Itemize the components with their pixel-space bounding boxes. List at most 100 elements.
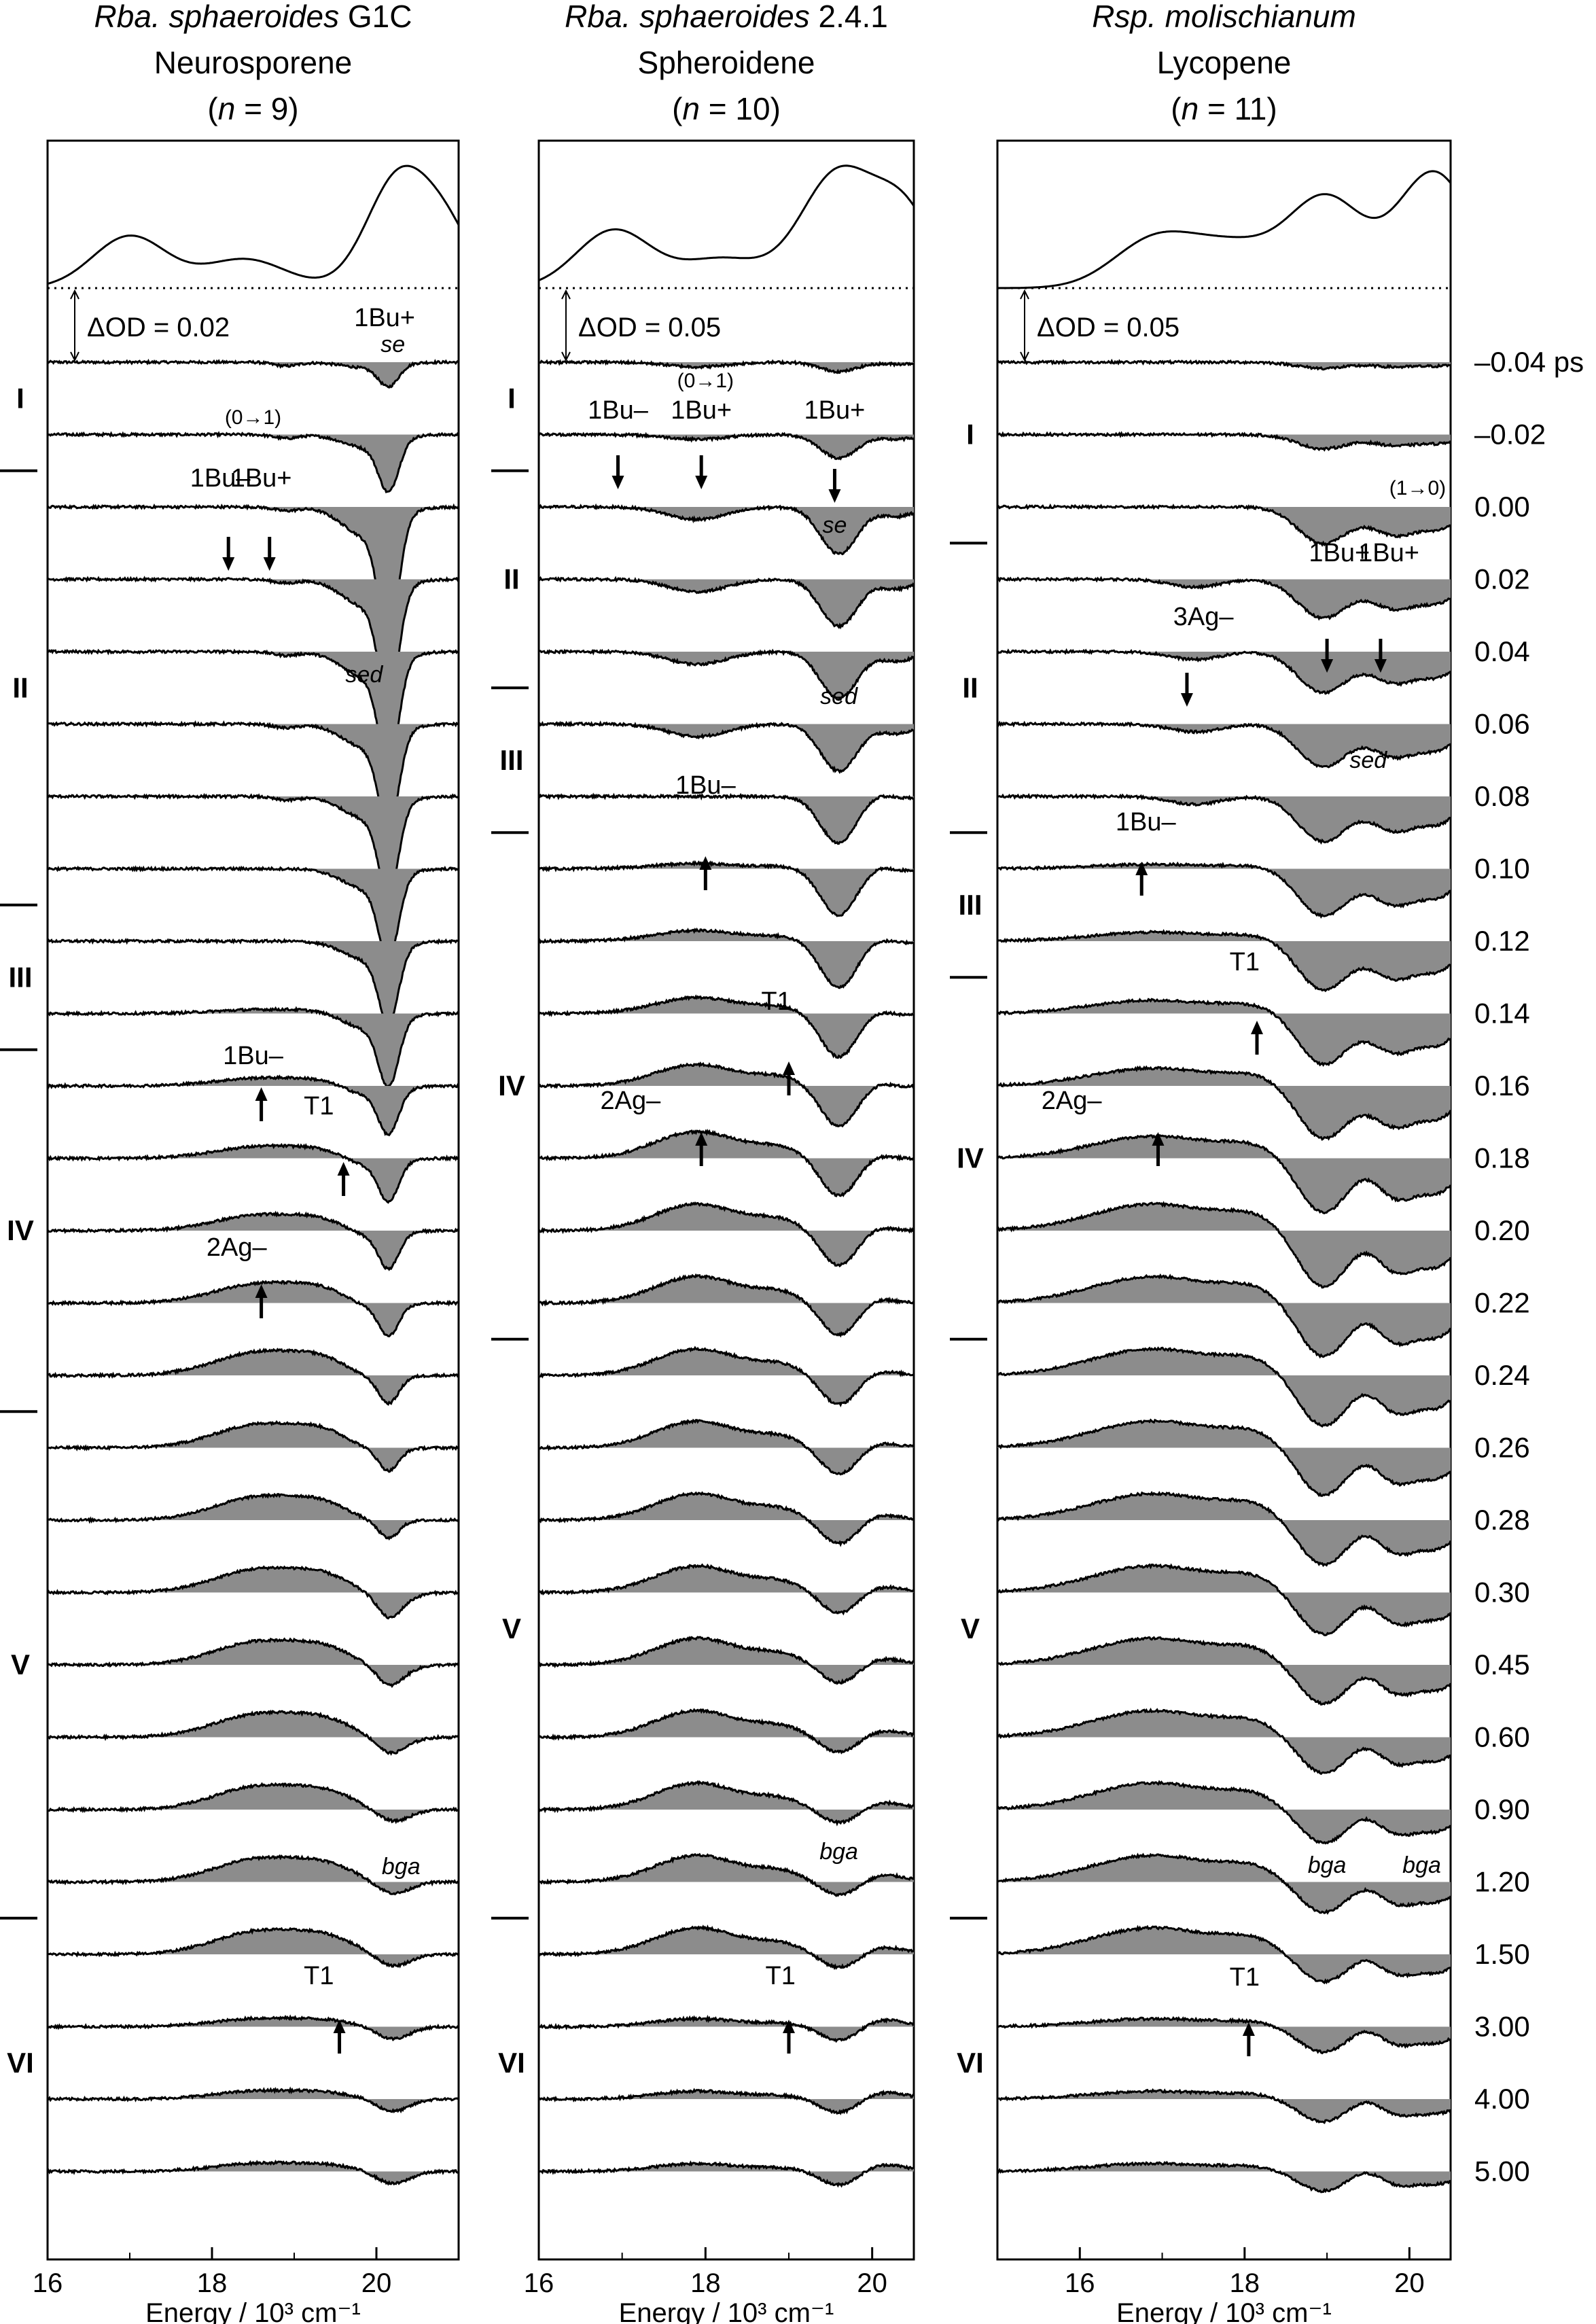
- panel-2: Rba. sphaeroides 2.4.1 Spheroidene (n = 10…: [491, 0, 915, 2324]
- trace-line: [997, 503, 1451, 547]
- delta-od-label: ΔOD = 0.05: [578, 313, 721, 342]
- label-t1-early: T1: [304, 1092, 334, 1121]
- trace-line: [47, 1420, 459, 1473]
- label-se: se: [823, 512, 847, 538]
- arrow-2ag-head: [695, 1132, 708, 1146]
- trace-fill: [48, 1928, 459, 1967]
- trace-line: [537, 994, 915, 1059]
- label-t1-late: T1: [1230, 1963, 1260, 1992]
- label-t1-early: T1: [1230, 948, 1260, 976]
- delay-label: 5.00: [1474, 2155, 1530, 2187]
- trace-fill: [48, 795, 459, 896]
- trace-line: [537, 1708, 915, 1755]
- trace-fill: [997, 2018, 1451, 2054]
- phase-label: II: [12, 671, 28, 703]
- trace-line: [46, 1210, 459, 1271]
- arrow-3ag-head: [1180, 693, 1193, 707]
- arrow-1bu-minus-up-head: [255, 1087, 268, 1101]
- label-2ag-minus: 2Ag–: [207, 1233, 268, 1262]
- delay-label: 0.06: [1474, 708, 1530, 740]
- delay-label: 0.24: [1474, 1359, 1530, 1391]
- trace-fill: [48, 578, 459, 704]
- phase-label: IV: [7, 1214, 34, 1246]
- trace-fill: [48, 1494, 459, 1539]
- trace-fill: [539, 996, 914, 1058]
- phase-label: IV: [498, 1070, 525, 1102]
- phase-label: II: [503, 563, 519, 595]
- trace-fill: [997, 795, 1451, 843]
- phase-label: II: [962, 671, 978, 703]
- delay-label: 0.45: [1474, 1649, 1530, 1680]
- phase-label: VI: [957, 2047, 984, 2079]
- arrow-2ag-head: [1152, 1132, 1165, 1146]
- trace-fill: [539, 1203, 914, 1266]
- trace-line: [537, 1491, 915, 1547]
- label-1bu-minus: 1Bu–: [190, 464, 251, 493]
- arrow-1bu-minus-head: [222, 557, 235, 571]
- trace-fill: [997, 999, 1451, 1066]
- trace-fill: [48, 361, 459, 388]
- label-1bu-minus-late: 1Bu–: [675, 771, 737, 800]
- panel-title-n: (n = 11): [1171, 91, 1277, 126]
- trace-fill: [539, 722, 914, 773]
- trace-line: [47, 1006, 460, 1090]
- scale-bar-arrow-bottom: [70, 351, 79, 362]
- trace-fill: [539, 1926, 914, 1969]
- phase-label: III: [499, 744, 523, 776]
- label-bga: bga: [1308, 1852, 1347, 1878]
- trace-line: [538, 1852, 915, 1897]
- trace-fill: [997, 361, 1451, 370]
- trace-fill: [539, 433, 914, 459]
- trace-line: [47, 1782, 459, 1825]
- label-t1-late: T1: [766, 1962, 796, 1990]
- trace-line: [996, 1491, 1452, 1568]
- phase-label: I: [16, 382, 24, 414]
- trace-fill: [48, 2162, 459, 2185]
- arrow-t1-late-head: [1242, 2022, 1255, 2036]
- trace-fill: [997, 1135, 1451, 1214]
- trace-fill: [997, 1564, 1451, 1636]
- trace-fill: [539, 1348, 914, 1405]
- label-vibronic: (1→0): [1389, 477, 1446, 499]
- trace-fill: [48, 1711, 459, 1754]
- delay-label: 0.20: [1474, 1214, 1530, 1246]
- absorption-spectrum: [47, 164, 460, 285]
- trace-line: [46, 1143, 459, 1204]
- delay-label: 0.04: [1474, 635, 1530, 667]
- arrow-1bu-minus-up-head: [1135, 862, 1148, 875]
- label-3ag-minus: 3Ag–: [1173, 603, 1235, 631]
- delay-label: 0.12: [1474, 925, 1530, 957]
- trace-fill: [997, 931, 1451, 991]
- delta-od-label: ΔOD = 0.02: [87, 313, 230, 342]
- label-t1-early: T1: [761, 987, 791, 1016]
- label-vibronic: (0→1): [677, 370, 734, 392]
- label-sed: sed: [1349, 747, 1387, 773]
- trace-fill: [48, 1144, 459, 1203]
- label-sed: sed: [345, 662, 383, 688]
- x-tick-label: 18: [1230, 2268, 1260, 2298]
- delta-od-label: ΔOD = 0.05: [1037, 313, 1180, 342]
- trace-line: [537, 432, 915, 461]
- trace-line: [538, 1061, 915, 1128]
- delay-label: 0.30: [1474, 1577, 1530, 1608]
- trace-line: [996, 1133, 1452, 1215]
- trace-fill: [48, 1422, 459, 1472]
- label-2ag-minus: 2Ag–: [601, 1087, 662, 1115]
- trace-line: [538, 648, 915, 701]
- trace-line: [537, 1780, 915, 1827]
- trace-line: [997, 1273, 1452, 1359]
- trace-line: [996, 1780, 1452, 1845]
- phase-label: I: [508, 382, 516, 414]
- label-1bu-plus: 1Bu+: [1309, 539, 1370, 567]
- panel-title-strain: Rba. sphaeroides 2.4.1: [565, 0, 888, 34]
- trace-line: [997, 1924, 1451, 1985]
- label-1bu-minus: 1Bu–: [588, 396, 649, 425]
- panel-1: Rba. sphaeroides G1C Neurosporene (n = 9) Δ…: [0, 0, 460, 2324]
- trace-line: [996, 720, 1452, 769]
- trace-line: [537, 1201, 915, 1268]
- trace-line: [537, 1418, 915, 1476]
- phase-label: IV: [957, 1142, 984, 1174]
- trace-fill: [997, 1067, 1451, 1140]
- trace-line: [46, 2160, 460, 2186]
- label-1bu-plus: 1Bu+: [804, 396, 866, 425]
